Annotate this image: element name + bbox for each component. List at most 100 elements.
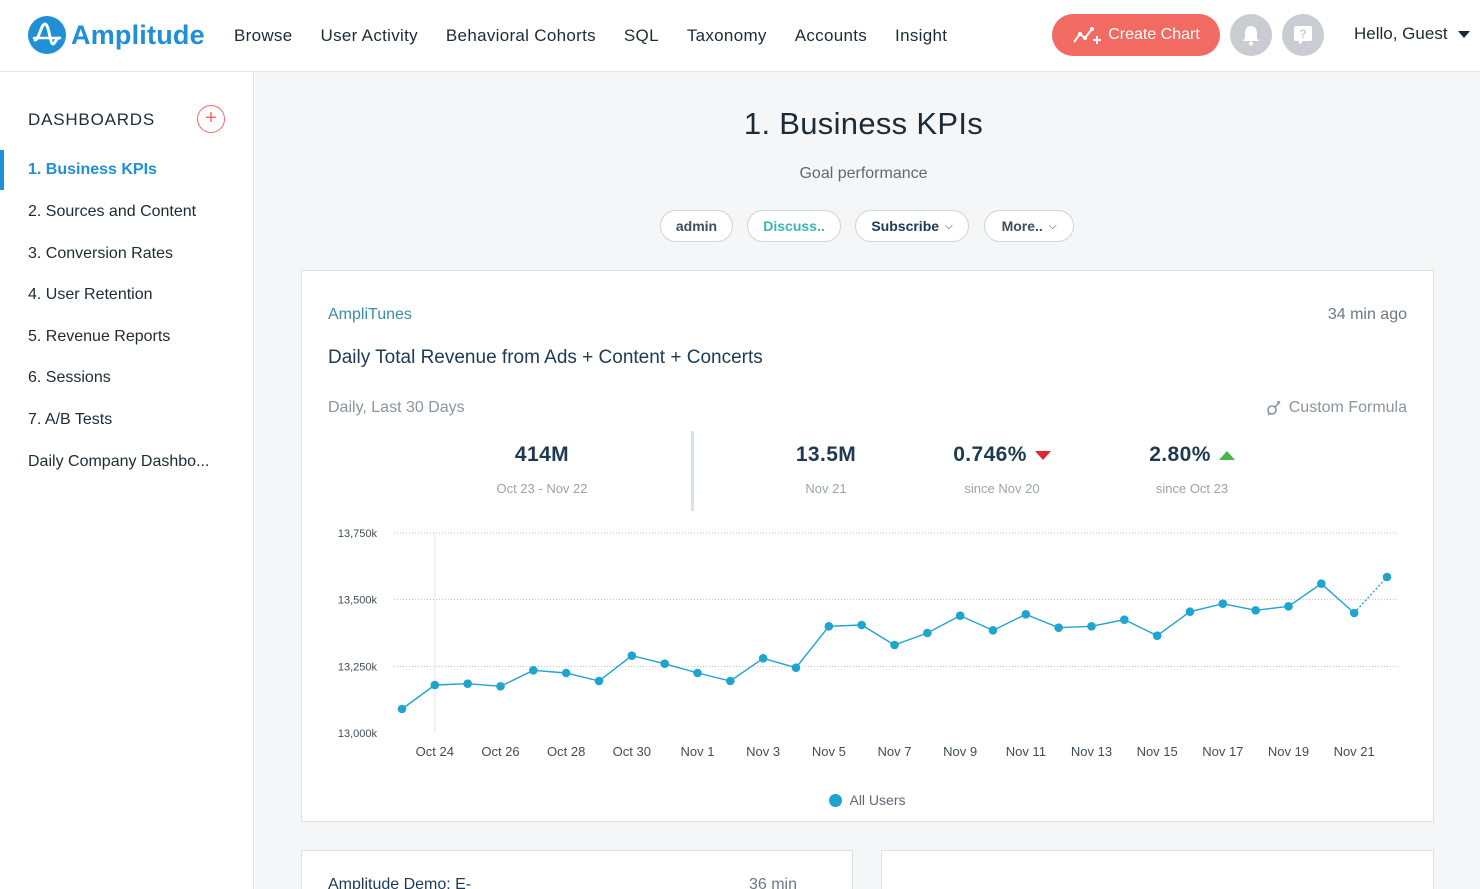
x-tick-label: Nov 15 <box>1137 744 1178 759</box>
data-point <box>1054 623 1063 632</box>
subscribe-button[interactable]: Subscribe ⌵ <box>855 210 969 242</box>
y-tick-label: 13,750k <box>338 528 378 540</box>
kpi-value-text: 0.746% <box>953 443 1027 466</box>
data-point <box>1284 602 1293 611</box>
kpi-day-change: 0.746% since Nov 20 <box>902 443 1102 496</box>
data-point <box>1152 631 1162 640</box>
notifications-button[interactable] <box>1230 14 1272 56</box>
data-point <box>955 611 965 620</box>
nav-sql[interactable]: SQL <box>623 26 659 45</box>
chevron-down-icon <box>1457 30 1470 38</box>
discuss-button[interactable]: Discuss.. <box>747 210 841 242</box>
data-point <box>1317 579 1326 588</box>
kpi-label: Nov 21 <box>805 481 847 496</box>
page-subtitle: Goal performance <box>799 165 928 182</box>
admin-button[interactable]: admin <box>660 210 733 242</box>
revenue-line-chart[interactable]: 13,000k 13,250k 13,500k 13,750k Oct 24 Oct 26… <box>302 511 1433 761</box>
data-point <box>1218 599 1228 608</box>
sidebar-item-conversion-rates[interactable]: 3. Conversion Rates <box>28 245 173 262</box>
legend-label: All Users <box>849 792 906 808</box>
data-point <box>791 663 801 672</box>
sidebar-item-daily-company-dashboard[interactable]: Daily Company Dashbo... <box>28 453 210 470</box>
partial-segment <box>1353 576 1388 614</box>
page-title: 1. Business KPIs <box>743 106 984 141</box>
sidebar: DASHBOARDS + 1. Business KPIs 2. Sources… <box>0 72 254 889</box>
data-point <box>1382 572 1392 582</box>
card-title[interactable]: Daily Total Revenue from Ads + Content +… <box>328 347 763 368</box>
subscribe-label: Subscribe <box>871 218 940 234</box>
add-dashboard-button[interactable]: + <box>197 105 225 133</box>
formula-icon <box>1266 401 1281 416</box>
kpi-value-text: 2.80% <box>1149 443 1211 466</box>
sidebar-item-revenue-reports[interactable]: 5. Revenue Reports <box>28 328 171 345</box>
kpi-value-text: 13.5M <box>795 443 857 466</box>
data-point <box>627 651 637 660</box>
brand-name: Amplitude <box>71 19 205 50</box>
nav-taxonomy[interactable]: Taxonomy <box>686 26 767 45</box>
card-title[interactable]: Amplitude Demo: E- <box>328 876 472 889</box>
greeting-text: Hello, Guest <box>1354 24 1448 43</box>
nav-accounts[interactable]: Accounts <box>794 26 868 45</box>
data-point <box>430 680 440 690</box>
nav-behavioral-cohorts[interactable]: Behavioral Cohorts <box>445 26 596 45</box>
create-chart-label: Create Chart <box>1108 26 1200 43</box>
nav-insight[interactable]: Insight <box>895 26 948 45</box>
amplitude-logo[interactable]: Amplitude <box>28 16 205 54</box>
data-point <box>923 628 932 638</box>
user-menu[interactable]: Hello, Guest <box>1354 24 1470 44</box>
x-tick-label: Nov 7 <box>878 744 912 759</box>
data-point <box>1120 615 1129 624</box>
x-tick-label: Nov 9 <box>943 744 977 759</box>
sidebar-item-ab-tests[interactable]: 7. A/B Tests <box>28 411 113 428</box>
kpi-value: 2.80% <box>1092 443 1292 467</box>
more-button[interactable]: More.. ⌵ <box>984 210 1074 242</box>
x-tick-label: Nov 5 <box>812 744 846 759</box>
chevron-down-icon: ⌵ <box>945 220 953 232</box>
data-point <box>890 640 899 650</box>
x-tick-label: Nov 17 <box>1202 744 1243 759</box>
nav-links: Browse User Activity Behavioral Cohorts … <box>234 0 975 72</box>
dashboard-card[interactable] <box>881 850 1434 889</box>
card-timestamp: 34 min ago <box>1327 306 1407 323</box>
kpi-period-change: 2.80% since Oct 23 <box>1092 443 1292 496</box>
x-tick-label: Nov 21 <box>1334 744 1375 759</box>
kpi-latest: 13.5M Nov 21 <box>726 443 926 496</box>
data-point <box>988 626 998 635</box>
data-point <box>1251 606 1260 615</box>
data-point <box>397 704 407 714</box>
data-point <box>561 668 571 678</box>
kpi-value-text: 414M <box>514 443 570 466</box>
sidebar-item-business-kpis[interactable]: 1. Business KPIs <box>28 161 157 178</box>
discuss-label: Discuss.. <box>763 218 825 234</box>
kpi-total: 414M Oct 23 - Nov 22 <box>442 443 642 496</box>
nav-user-activity[interactable]: User Activity <box>320 26 418 45</box>
chart-plus-icon <box>1073 27 1102 44</box>
data-point <box>1087 622 1096 631</box>
data-point <box>726 676 735 686</box>
chart-card[interactable]: AmpliTunes 34 min ago Daily Total Revenu… <box>301 270 1434 822</box>
create-chart-button[interactable]: Create Chart <box>1052 14 1220 56</box>
bell-icon <box>1243 26 1259 46</box>
chart-legend[interactable]: All Users <box>302 792 1433 808</box>
dashboard-card[interactable]: Amplitude Demo: E- 36 min <box>301 850 853 889</box>
nav-browse[interactable]: Browse <box>234 26 293 45</box>
trend-down-icon <box>1034 450 1051 460</box>
amplitude-logo-icon <box>28 16 66 54</box>
help-icon: ? <box>1294 26 1312 45</box>
sidebar-item-sessions[interactable]: 6. Sessions <box>28 369 111 386</box>
custom-formula-label: Custom Formula <box>1288 399 1407 416</box>
help-button[interactable]: ? <box>1282 14 1324 56</box>
y-tick-label: 13,500k <box>338 595 378 607</box>
y-tick-label: 13,000k <box>338 728 378 740</box>
data-point <box>463 679 472 688</box>
data-point <box>1185 607 1195 616</box>
sidebar-item-user-retention[interactable]: 4. User Retention <box>28 286 153 303</box>
sidebar-item-sources-and-content[interactable]: 2. Sources and Content <box>28 203 197 220</box>
kpi-label: since Oct 23 <box>1155 481 1229 496</box>
data-point <box>660 659 669 668</box>
y-tick-label: 13,250k <box>338 661 378 673</box>
data-point <box>824 622 834 631</box>
series-line <box>401 582 1355 710</box>
card-project-name[interactable]: AmpliTunes <box>328 306 412 323</box>
custom-formula-link[interactable]: Custom Formula <box>1265 399 1407 417</box>
